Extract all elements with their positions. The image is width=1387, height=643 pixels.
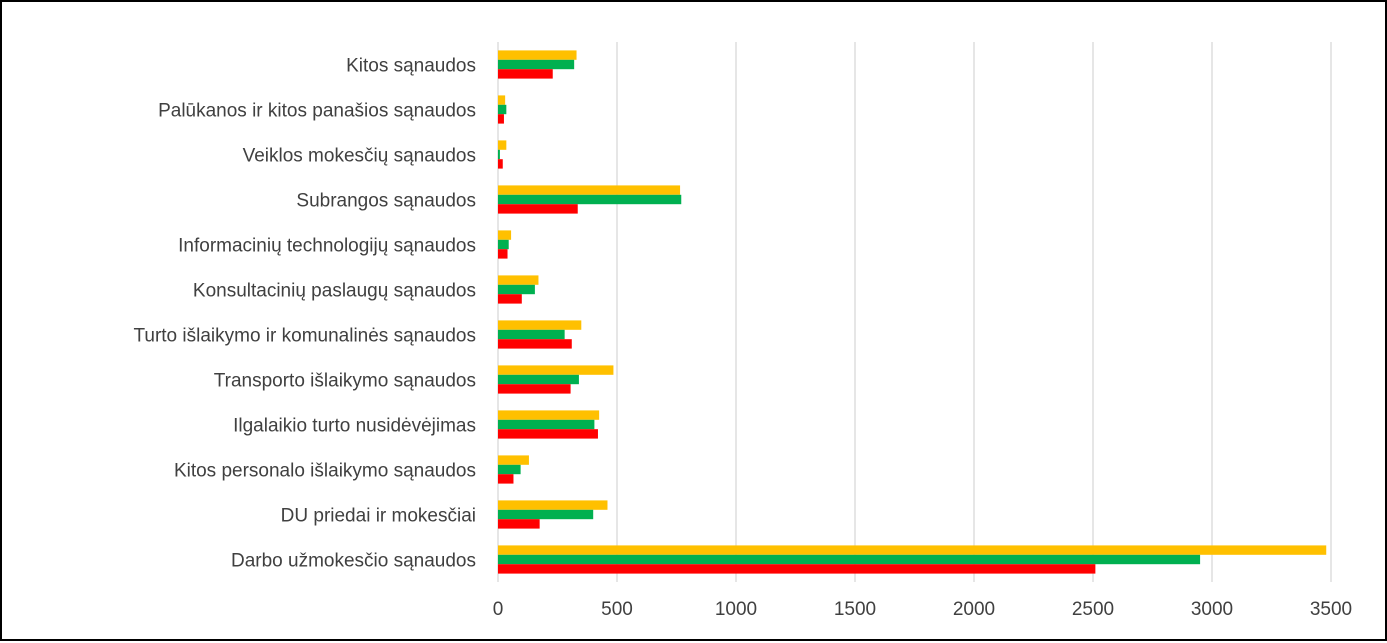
bar-1-series-2 bbox=[498, 114, 504, 124]
bar-9-series-1 bbox=[498, 464, 521, 475]
bars bbox=[498, 50, 1327, 574]
bar-3-series-2 bbox=[498, 204, 578, 214]
bar-5-series-2 bbox=[498, 294, 522, 304]
bar-1-series-1 bbox=[498, 104, 507, 115]
category-label-2: Veiklos mokesčių sąnaudos bbox=[243, 146, 476, 167]
bar-8-series-0 bbox=[498, 410, 600, 420]
bar-8-series-2 bbox=[498, 429, 598, 439]
bar-4-series-0 bbox=[498, 230, 512, 240]
bar-2-series-0 bbox=[498, 140, 507, 150]
bar-7-series-0 bbox=[498, 365, 614, 375]
bar-4-series-2 bbox=[498, 249, 508, 259]
x-tick-label-7: 3500 bbox=[1310, 599, 1352, 620]
bar-9-series-0 bbox=[498, 455, 529, 465]
x-tick-label-4: 2000 bbox=[953, 599, 995, 620]
bar-10-series-1 bbox=[498, 509, 594, 520]
bar-10-series-2 bbox=[498, 519, 540, 529]
bar-11-series-2 bbox=[498, 564, 1096, 574]
bar-9-series-2 bbox=[498, 474, 514, 484]
bar-10-series-0 bbox=[498, 500, 608, 510]
category-label-6: Turto išlaikymo ir komunalinės sąnaudos bbox=[133, 326, 476, 347]
x-tick-label-0: 0 bbox=[493, 599, 504, 620]
category-label-4: Informacinių technologijų sąnaudos bbox=[178, 236, 476, 257]
bar-4-series-1 bbox=[498, 239, 509, 250]
bar-0-series-0 bbox=[498, 50, 577, 60]
bar-2-series-2 bbox=[498, 159, 503, 169]
x-axis-tick-labels: 0 500 1000 1500 2000 2500 3000 3500 bbox=[493, 599, 1352, 620]
bar-7-series-2 bbox=[498, 384, 571, 394]
category-label-3: Subrangos sąnaudos bbox=[296, 191, 476, 212]
category-label-8: Ilgalaikio turto nusidėvėjimas bbox=[233, 416, 476, 437]
bar-2-series-1 bbox=[498, 149, 500, 160]
category-label-10: DU priedai ir mokesčiai bbox=[281, 506, 476, 527]
bar-6-series-1 bbox=[498, 329, 565, 340]
category-label-5: Konsultacinių paslaugų sąnaudos bbox=[193, 281, 476, 302]
x-tick-label-5: 2500 bbox=[1072, 599, 1114, 620]
category-label-11: Darbo užmokesčio sąnaudos bbox=[231, 551, 476, 572]
category-label-7: Transporto išlaikymo sąnaudos bbox=[214, 371, 476, 392]
bar-7-series-1 bbox=[498, 374, 579, 385]
x-tick-label-6: 3000 bbox=[1191, 599, 1233, 620]
bar-0-series-2 bbox=[498, 69, 553, 79]
bar-8-series-1 bbox=[498, 419, 595, 430]
x-tick-label-2: 1000 bbox=[715, 599, 757, 620]
bar-3-series-0 bbox=[498, 185, 681, 195]
category-label-9: Kitos personalo išlaikymo sąnaudos bbox=[174, 461, 476, 482]
gridlines bbox=[497, 42, 1332, 582]
bar-0-series-1 bbox=[498, 59, 575, 70]
bar-11-series-1 bbox=[498, 554, 1201, 565]
bar-3-series-1 bbox=[498, 194, 682, 205]
bar-5-series-0 bbox=[498, 275, 539, 285]
x-tick-label-3: 1500 bbox=[834, 599, 876, 620]
bar-5-series-1 bbox=[498, 284, 535, 295]
bar-6-series-0 bbox=[498, 320, 582, 330]
category-labels: Kitos sąnaudos Palūkanos ir kitos panašio… bbox=[133, 56, 476, 572]
bar-6-series-2 bbox=[498, 339, 572, 349]
category-label-0: Kitos sąnaudos bbox=[346, 56, 476, 77]
bar-11-series-0 bbox=[498, 545, 1327, 555]
x-tick-label-1: 500 bbox=[601, 599, 633, 620]
category-label-1: Palūkanos ir kitos panašios sąnaudos bbox=[158, 101, 476, 122]
bar-1-series-0 bbox=[498, 95, 506, 105]
